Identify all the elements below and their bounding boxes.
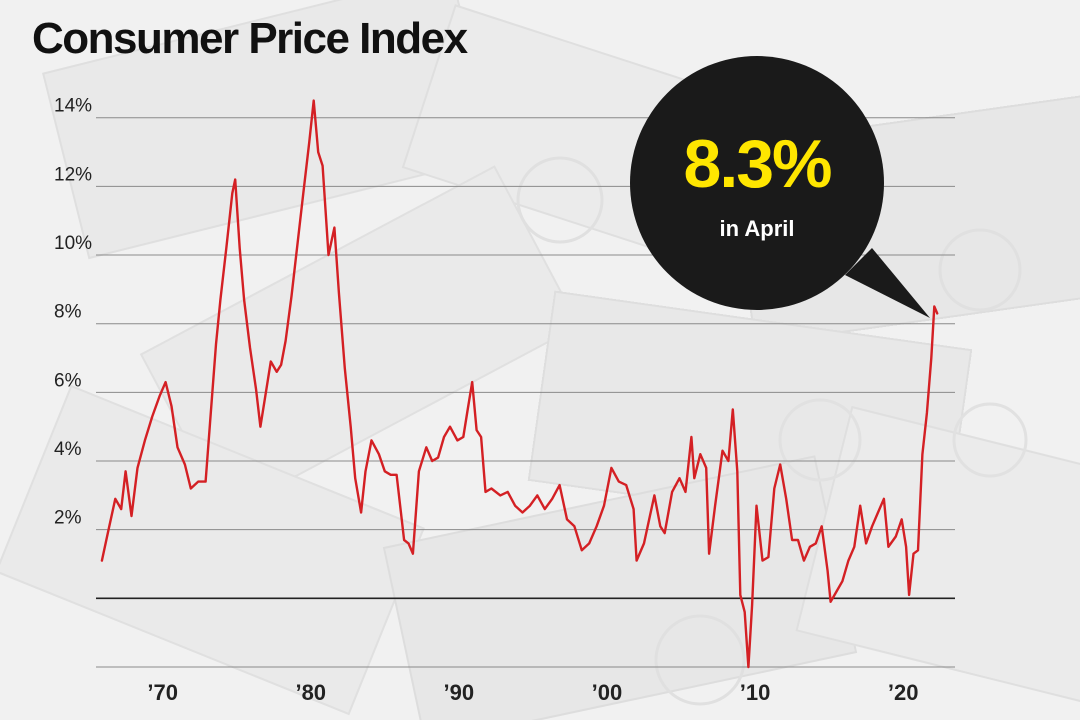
x-tick-label: ’90	[444, 680, 475, 705]
x-tick-label: ’70	[147, 680, 178, 705]
y-tick-label: 8%	[54, 302, 82, 323]
x-tick-label: ’20	[888, 680, 919, 705]
series-layer	[100, 99, 939, 669]
x-tick-label: ’00	[592, 680, 623, 705]
callout-value: 8.3%	[683, 126, 833, 202]
x-tick-labels: ’70 ’80 ’90 ’00 ’10 ’20	[147, 680, 918, 705]
y-tick-label: 14%	[54, 96, 92, 117]
y-tick-label: 10%	[54, 233, 92, 254]
callout-bubble-circle	[630, 56, 884, 310]
callout-bubble	[630, 56, 930, 318]
callout-bubble-pointer	[845, 248, 930, 318]
y-tick-labels: 2% 4% 6% 8% 10% 12% 14%	[54, 96, 92, 529]
x-tick-label: ’10	[740, 680, 771, 705]
callout-label: in April	[719, 216, 795, 241]
y-tick-label: 6%	[54, 370, 82, 391]
x-tick-label: ’80	[295, 680, 326, 705]
y-tick-label: 12%	[54, 164, 92, 185]
series-line	[100, 99, 939, 669]
y-tick-label: 2%	[54, 508, 82, 529]
y-tick-label: 4%	[54, 439, 82, 460]
chart-title: Consumer Price Index	[32, 14, 468, 63]
